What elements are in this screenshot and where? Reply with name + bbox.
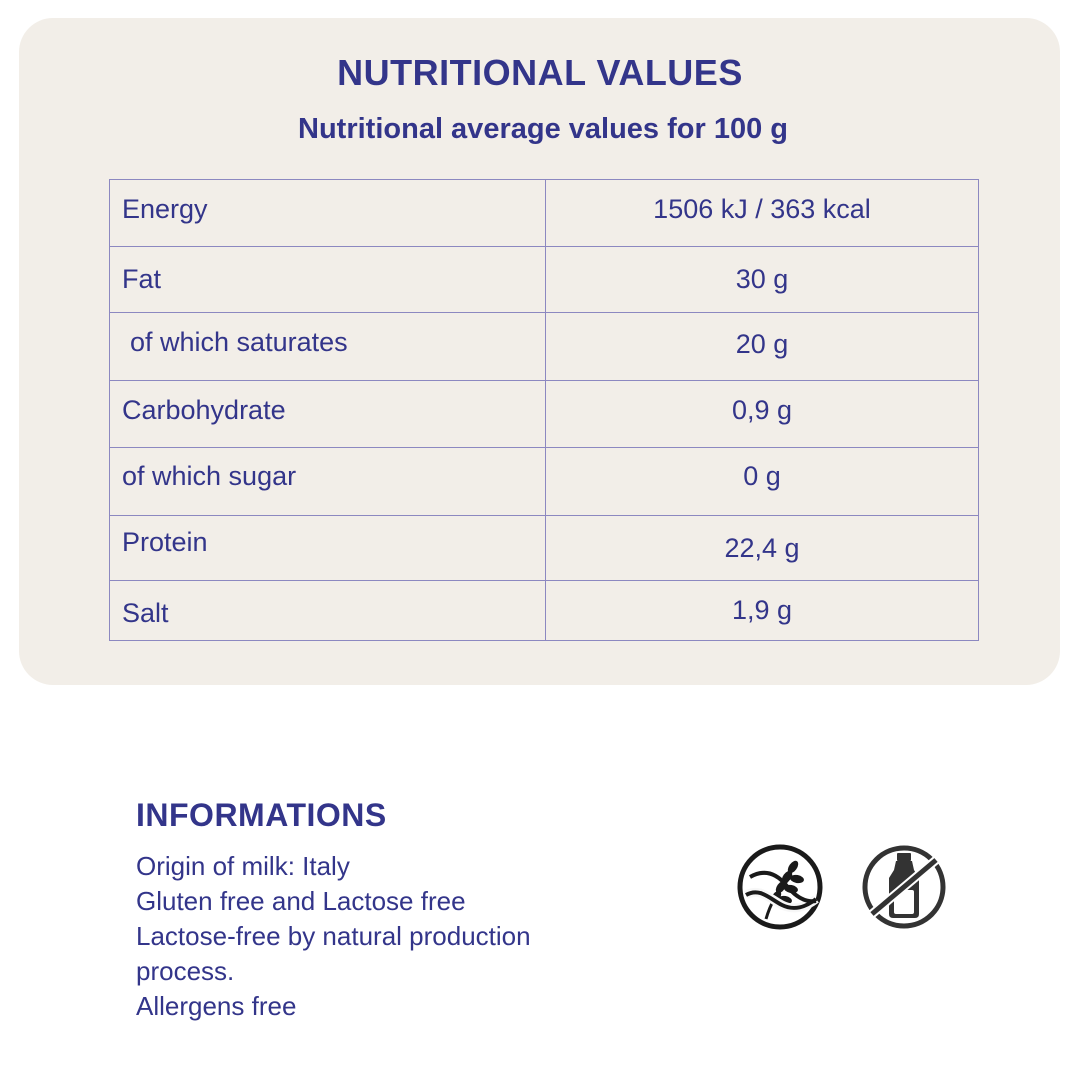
informations-list: Origin of milk: Italy Gluten free and La… xyxy=(136,849,606,1024)
row-label: Carbohydrate xyxy=(122,395,286,425)
info-line: Origin of milk: Italy xyxy=(136,851,350,881)
row-value: 20 g xyxy=(735,329,789,359)
nutrition-title: NUTRITIONAL VALUES xyxy=(337,52,743,93)
row-label: Protein xyxy=(122,527,208,557)
row-value: 1,9 g xyxy=(731,595,793,625)
informations-title: INFORMATIONS xyxy=(136,797,387,833)
row-value: 1506 kJ / 363 kcal xyxy=(653,194,871,224)
gluten-free-icon xyxy=(737,844,823,930)
row-value: 22,4 g xyxy=(724,533,800,563)
table-row: Salt 1,9 g xyxy=(110,580,978,642)
row-label: of which saturates xyxy=(130,327,348,357)
row-label: of which sugar xyxy=(122,461,297,491)
row-value: 0,9 g xyxy=(731,395,793,425)
table-row: of which sugar 0 g xyxy=(110,447,978,516)
table-row: Protein 22,4 g xyxy=(110,515,978,581)
row-value: 0 g xyxy=(743,461,781,491)
lactose-free-icon xyxy=(862,845,946,929)
row-label: Salt xyxy=(122,598,169,628)
table-column-divider xyxy=(545,180,546,640)
table-row: Carbohydrate 0,9 g xyxy=(110,380,978,448)
row-label: Fat xyxy=(122,264,162,294)
row-value: 30 g xyxy=(735,264,789,294)
info-line: Allergens free xyxy=(136,991,297,1021)
nutrition-panel xyxy=(19,18,1060,685)
nutrition-subtitle: Nutritional average values for 100 g xyxy=(298,113,788,145)
table-row: Fat 30 g xyxy=(110,246,978,313)
info-line: Lactose-free by natural production xyxy=(136,921,531,951)
table-row: of which saturates 20 g xyxy=(110,312,978,381)
row-label: Energy xyxy=(122,194,208,224)
table-row: Energy 1506 kJ / 363 kcal xyxy=(110,180,978,247)
info-line: Gluten free and Lactose free xyxy=(136,886,466,916)
info-line: process. xyxy=(136,956,235,986)
nutrition-table: Energy 1506 kJ / 363 kcal Fat 30 g of wh… xyxy=(109,179,979,641)
